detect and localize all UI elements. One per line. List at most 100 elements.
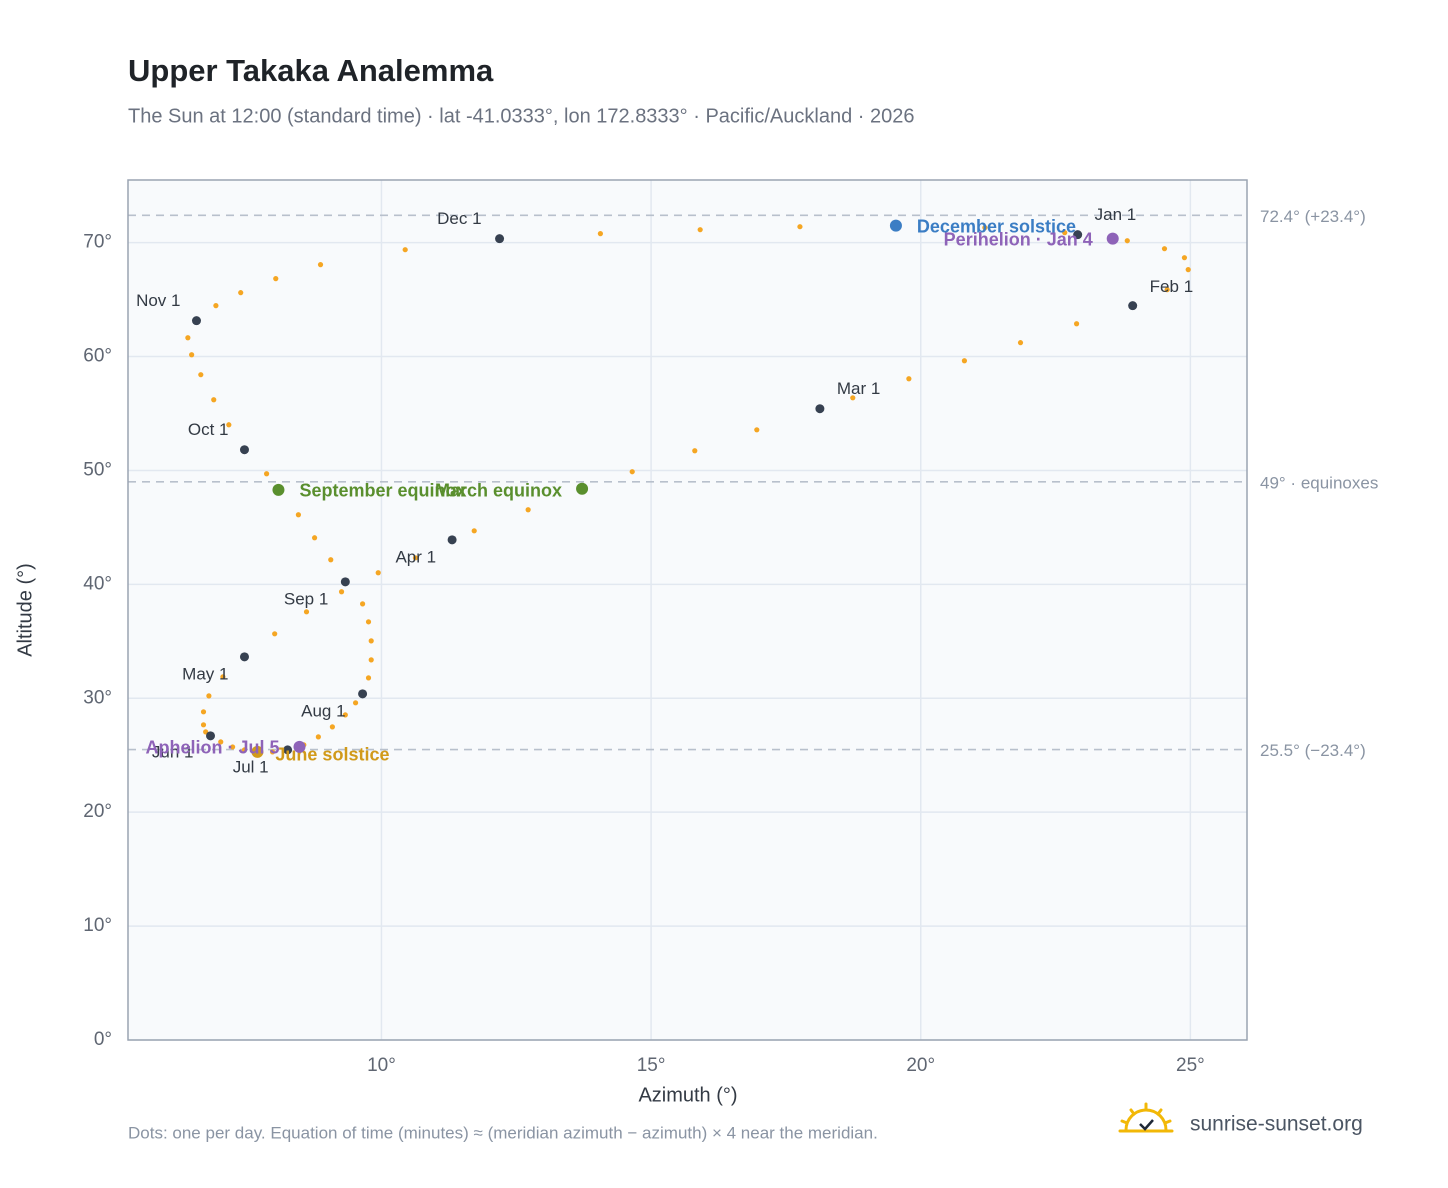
day-dot	[218, 739, 224, 745]
day-dot	[359, 601, 366, 607]
event-marker	[251, 745, 264, 758]
month-marker	[815, 404, 825, 414]
reference-label: 25.5° (−23.4°)	[1260, 741, 1366, 760]
y-tick-label: 10°	[83, 915, 112, 936]
month-marker	[239, 652, 249, 662]
event-label: Perihelion · Jan 4	[944, 229, 1093, 249]
day-dot	[906, 376, 912, 382]
y-tick-label: 40°	[83, 573, 112, 594]
event-marker	[293, 740, 306, 753]
month-label: Feb 1	[1150, 277, 1193, 296]
day-dot	[697, 227, 703, 233]
month-label: Mar 1	[837, 379, 880, 398]
chart-subtitle: The Sun at 12:00 (standard time) · lat -…	[128, 105, 914, 127]
day-dot	[412, 555, 419, 561]
month-label: Jul 1	[233, 757, 269, 776]
day-dot	[211, 397, 217, 403]
day-dot	[328, 557, 334, 563]
month-marker	[340, 577, 350, 587]
day-dot	[317, 262, 324, 268]
brand-name: sunrise-sunset.org	[1190, 1113, 1363, 1136]
day-dot	[692, 448, 698, 454]
event-marker	[889, 219, 902, 232]
month-label: Sep 1	[284, 589, 328, 608]
y-tick-label: 50°	[83, 459, 112, 480]
day-dot	[238, 290, 244, 296]
event-label: September equinox	[299, 481, 466, 501]
month-label: Jan 1	[1095, 205, 1137, 224]
y-tick-label: 60°	[83, 346, 112, 367]
day-dot	[471, 528, 477, 534]
y-tick-label: 0°	[94, 1029, 112, 1050]
day-dot	[629, 469, 635, 475]
day-dot	[338, 589, 345, 595]
day-dot	[1161, 246, 1168, 252]
reference-label: 49° · equinoxes	[1260, 473, 1378, 492]
day-dot	[402, 247, 408, 253]
day-dot	[200, 709, 207, 715]
day-dot	[368, 638, 374, 644]
month-marker	[239, 445, 249, 455]
day-dot	[1185, 267, 1191, 273]
day-dot	[525, 507, 531, 513]
day-dot	[303, 609, 310, 615]
month-marker	[283, 745, 293, 755]
day-dot	[368, 657, 374, 663]
day-dot	[269, 749, 276, 755]
x-tick-label: 15°	[637, 1055, 666, 1076]
month-label: Aug 1	[301, 701, 345, 720]
day-dot	[1124, 238, 1130, 244]
event-marker	[272, 483, 285, 496]
day-dot	[226, 422, 232, 428]
day-dot	[220, 674, 226, 680]
day-dot	[597, 231, 604, 237]
day-dot	[315, 734, 321, 740]
event-label: December solstice	[917, 216, 1076, 236]
day-dot	[295, 512, 302, 518]
day-dot	[273, 276, 279, 282]
month-marker	[206, 731, 216, 741]
month-label: Apr 1	[395, 547, 436, 566]
event-label: Aphelion · Jul 5	[145, 738, 279, 758]
y-tick-label: 70°	[83, 232, 112, 253]
day-dot	[198, 372, 204, 378]
day-dot	[1073, 321, 1080, 327]
day-dot	[754, 427, 760, 433]
day-dot	[1164, 287, 1170, 293]
month-marker	[191, 316, 201, 326]
day-dot	[241, 747, 248, 753]
event-marker	[576, 482, 589, 495]
month-label: Jun 1	[152, 742, 194, 761]
event-label: June solstice	[275, 745, 389, 765]
month-label: Dec 1	[437, 209, 481, 228]
day-dot	[263, 471, 270, 477]
day-dot	[961, 358, 968, 364]
chart-title: Upper Takaka Analemma	[128, 53, 494, 88]
brand-logo	[1118, 1102, 1174, 1133]
y-axis-label: Altitude (°)	[14, 563, 36, 657]
footnote: Dots: one per day. Equation of time (min…	[128, 1123, 878, 1142]
day-dot	[1181, 255, 1188, 261]
day-dot	[213, 303, 219, 309]
reference-label: 72.4° (+23.4°)	[1260, 207, 1366, 226]
y-tick-label: 30°	[83, 687, 112, 708]
day-dot	[850, 395, 856, 401]
event-marker	[1106, 232, 1119, 245]
day-dot	[189, 352, 195, 358]
month-label: Nov 1	[136, 291, 180, 310]
month-marker	[1128, 301, 1138, 311]
x-tick-label: 20°	[906, 1055, 935, 1076]
day-dot	[982, 225, 988, 231]
day-dot	[1062, 230, 1068, 236]
day-dot	[365, 675, 372, 681]
day-dot	[272, 631, 278, 637]
month-label: May 1	[182, 664, 228, 683]
day-dot	[185, 335, 191, 341]
month-label: Oct 1	[188, 420, 229, 439]
month-marker	[358, 689, 368, 699]
month-marker	[447, 535, 457, 545]
day-dot	[200, 722, 207, 728]
day-dot	[365, 619, 372, 625]
day-dot	[329, 724, 335, 730]
